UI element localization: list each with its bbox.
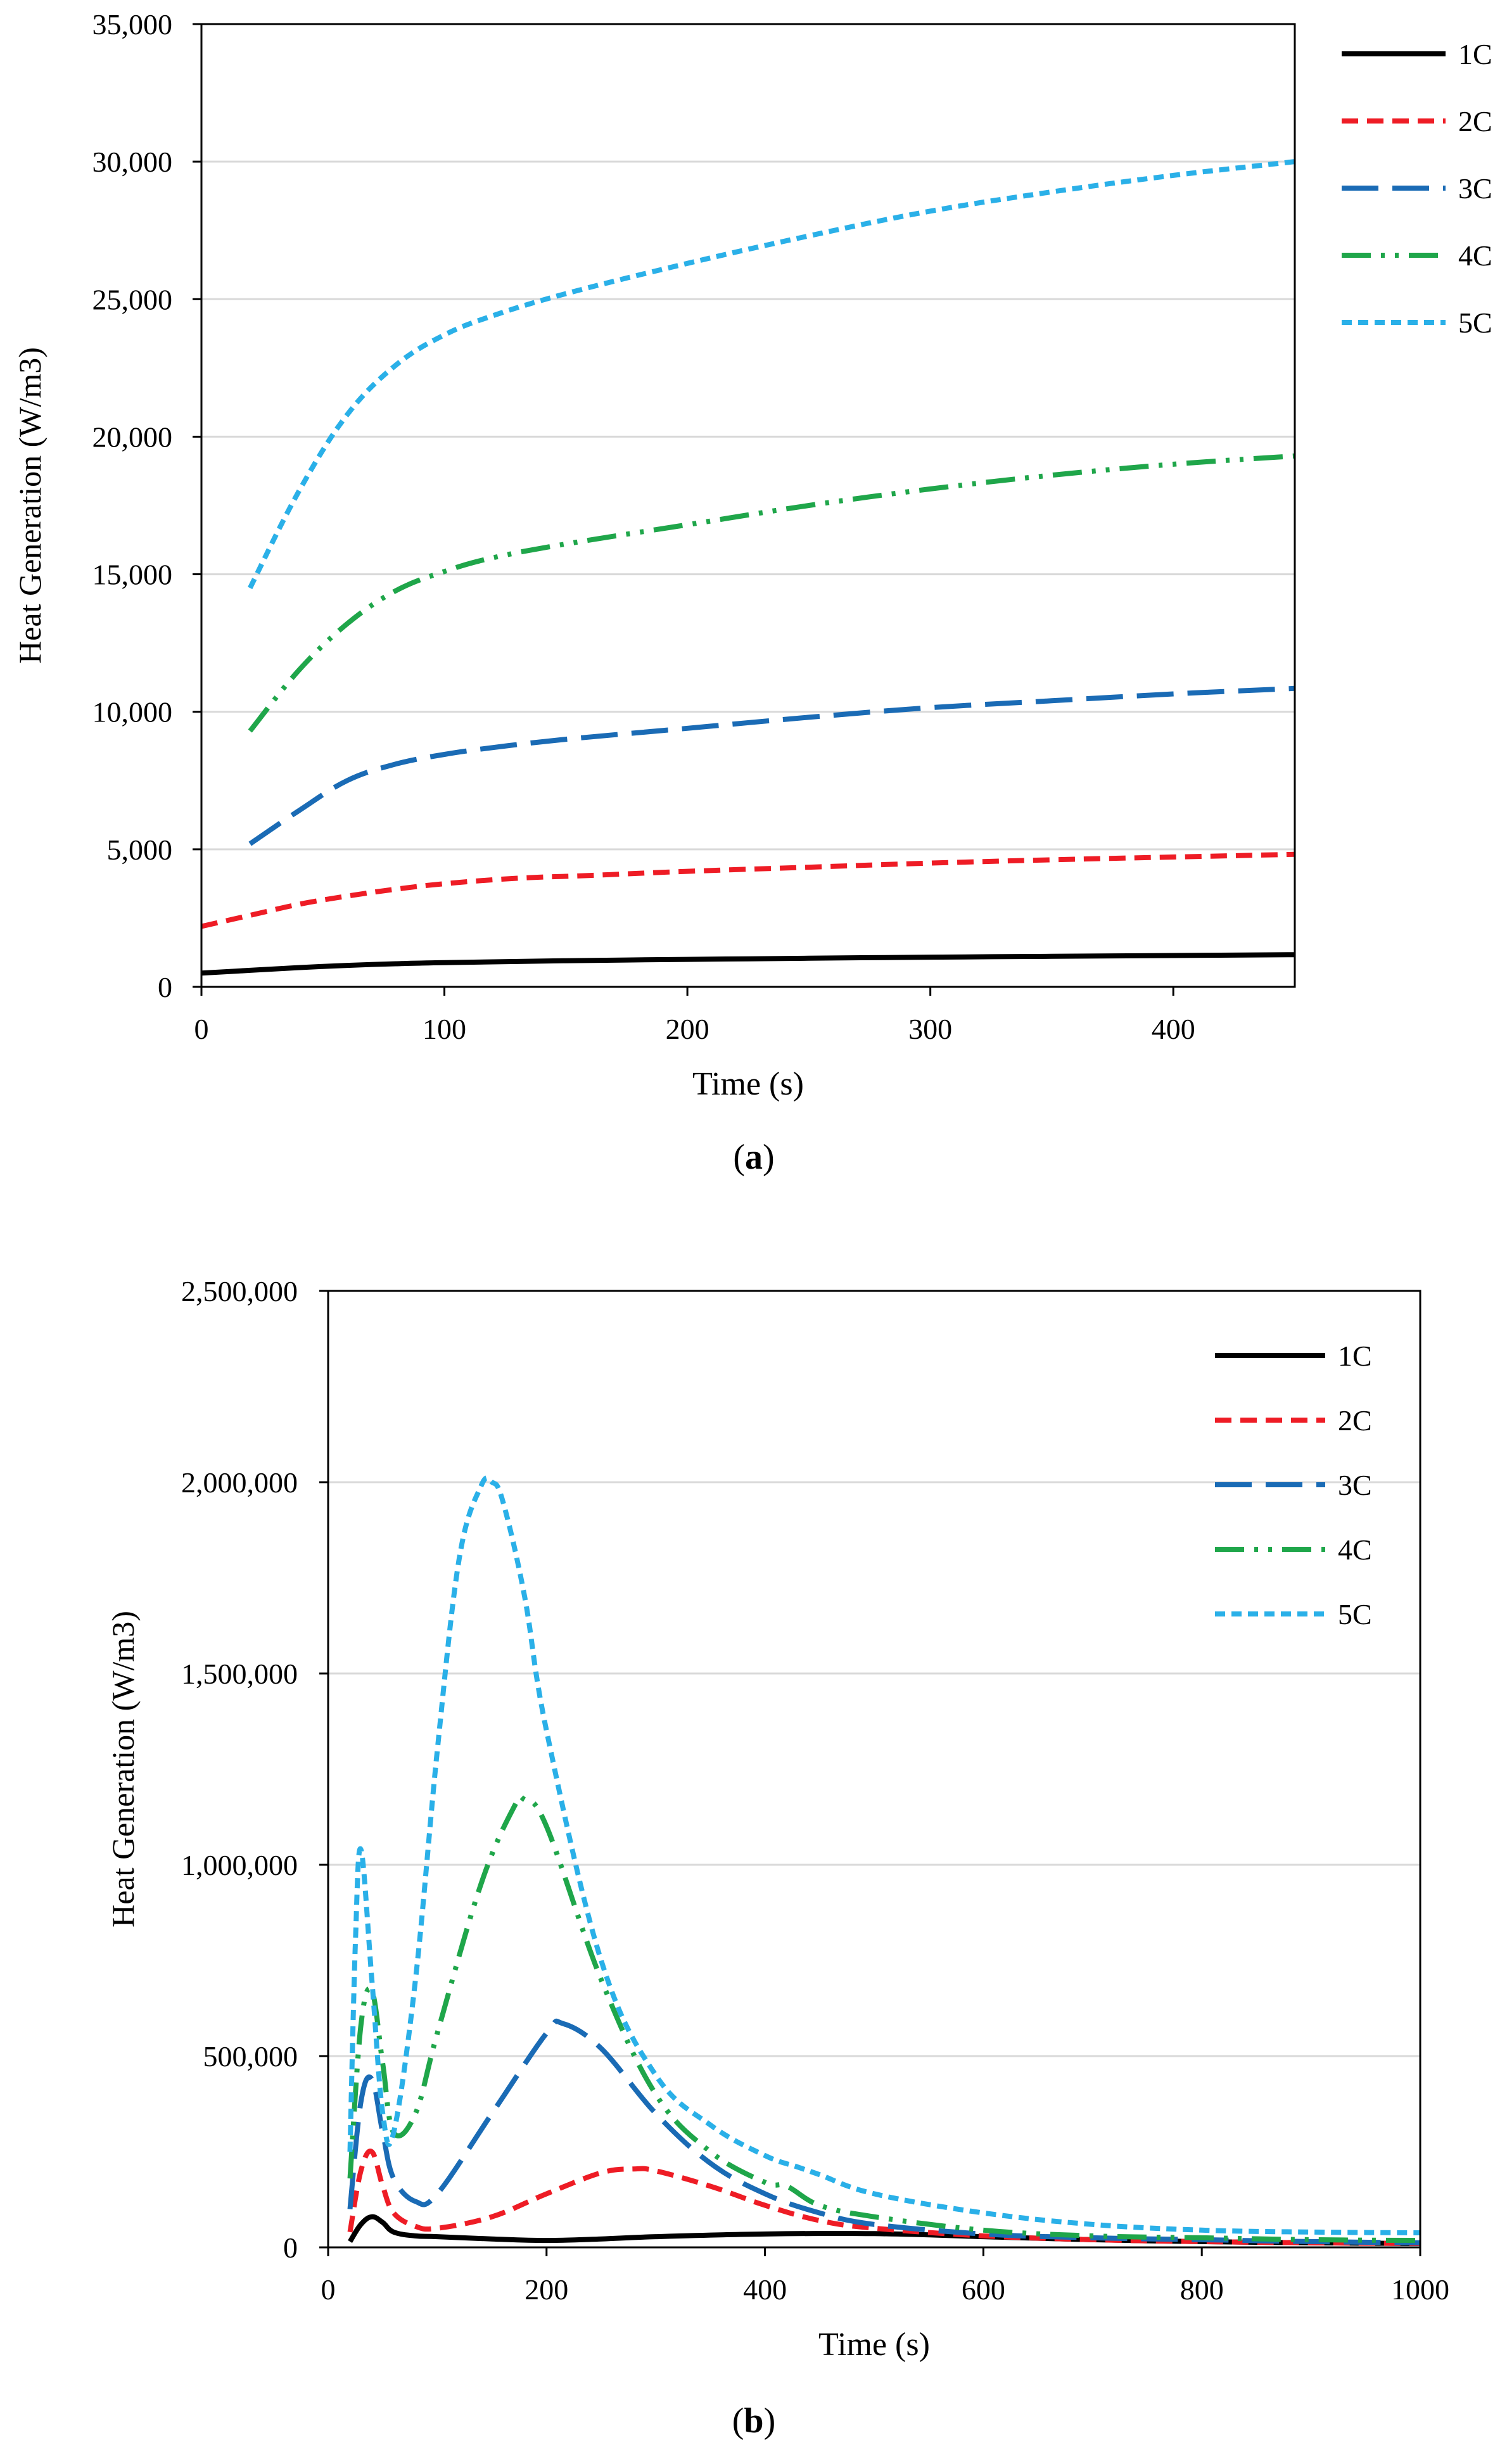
series-line-1c: [201, 952, 1295, 976]
x-tick-label: 600: [962, 2273, 1005, 2306]
series-lines-b: [347, 1475, 1421, 2246]
y-tick-label: 2,000,000: [181, 1466, 298, 1499]
legend-b: 1C 2C 3C 4C 5C: [1215, 1340, 1372, 1630]
legend-label-2c: 2C: [1458, 105, 1492, 137]
panel-label-letter-b: b: [744, 2401, 763, 2441]
y-tick-label: 25,000: [92, 283, 173, 315]
legend-label-5c: 5C: [1458, 307, 1492, 339]
axes-a: [200, 23, 1296, 988]
y-tick-label: 0: [283, 2232, 298, 2264]
y-tick-label: 15,000: [92, 559, 173, 591]
legend-label-3c: 3C: [1458, 172, 1492, 205]
chart-panel-b: 0 500,000 1,000,000 1,500,000 2,000,000 2,500…: [105, 1275, 1449, 2441]
legend-label-1c: 1C: [1338, 1340, 1372, 1372]
legend-label-4c: 4C: [1338, 1534, 1372, 1566]
panel-label-a: (a): [733, 1138, 774, 1177]
y-tick-label: 20,000: [92, 421, 173, 453]
x-tick-label: 1000: [1391, 2273, 1449, 2306]
y-tick-label: 5,000: [107, 834, 173, 866]
series-lines-a: [201, 159, 1295, 976]
x-tick-label: 300: [908, 1013, 952, 1045]
panel-label-b: (b): [732, 2401, 775, 2441]
x-ticks-a: 0 100 200 300 400: [194, 987, 1195, 1045]
legend-label-1c: 1C: [1458, 38, 1492, 70]
legend-label-5c: 5C: [1338, 1598, 1372, 1630]
x-tick-label: 0: [321, 2273, 336, 2306]
axes-b: [327, 1290, 1421, 2249]
y-ticks-a: 0 5,000 10,000 15,000 20,000 25,000 30,000 35,0…: [92, 8, 201, 1003]
panel-label-letter-a: a: [745, 1138, 763, 1177]
series-line-3c: [248, 685, 1295, 846]
series-line-5c: [248, 159, 1295, 590]
y-tick-label: 35,000: [92, 8, 173, 41]
series-line-5c: [347, 1475, 1421, 2235]
y-axis-label-a: Heat Generation (W/m3): [12, 347, 48, 664]
x-tick-label: 200: [525, 2273, 568, 2306]
x-axis-label-b: Time (s): [818, 2327, 930, 2363]
y-ticks-b: 0 500,000 1,000,000 1,500,000 2,000,000 2,500…: [181, 1275, 328, 2264]
x-tick-label: 100: [423, 1013, 466, 1045]
series-line-2c: [201, 851, 1295, 929]
legend-label-2c: 2C: [1338, 1404, 1372, 1437]
y-tick-label: 500,000: [203, 2040, 298, 2073]
legend-label-4c: 4C: [1458, 239, 1492, 272]
y-axis-label-b: Heat Generation (W/m3): [105, 1611, 141, 1927]
x-tick-label: 800: [1180, 2273, 1224, 2306]
y-tick-label: 2,500,000: [181, 1275, 298, 1307]
series-line-4c: [248, 453, 1295, 733]
legend-a: 1C 2C 3C 4C 5C: [1342, 38, 1492, 339]
legend-label-3c: 3C: [1338, 1469, 1372, 1501]
x-tick-label: 0: [194, 1013, 209, 1045]
x-axis-label-a: Time (s): [692, 1066, 804, 1102]
y-tick-label: 1,000,000: [181, 1849, 298, 1881]
plot-frame: [200, 23, 1296, 988]
series-line-2c: [347, 2149, 1421, 2246]
x-tick-label: 400: [1152, 1013, 1195, 1045]
y-tick-label: 1,500,000: [181, 1658, 298, 1690]
plot-frame: [327, 1290, 1421, 2249]
x-ticks-b: 0 200 400 600 800 1000: [321, 2247, 1449, 2306]
y-tick-label: 0: [158, 971, 172, 1003]
y-tick-label: 30,000: [92, 146, 173, 178]
x-tick-label: 200: [666, 1013, 709, 1045]
chart-panel-a: 0 5,000 10,000 15,000 20,000 25,000 30,000 35,0…: [12, 8, 1492, 1177]
y-tick-label: 10,000: [92, 696, 173, 728]
x-tick-label: 400: [743, 2273, 787, 2306]
series-line-4c: [347, 1794, 1421, 2244]
